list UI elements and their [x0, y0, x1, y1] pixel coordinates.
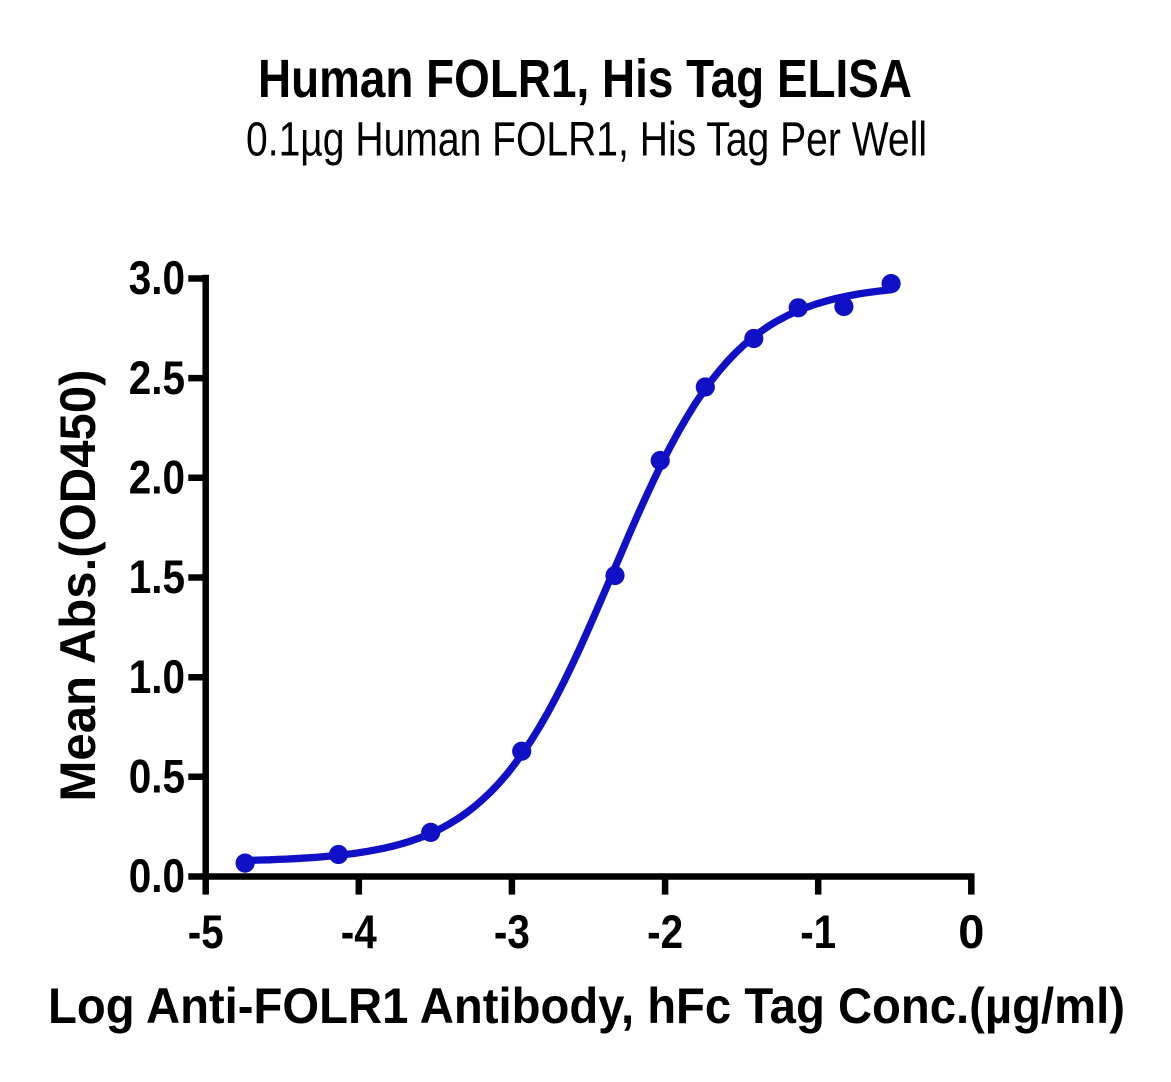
- svg-text:2.0: 2.0: [129, 450, 185, 503]
- svg-text:0.1µg Human FOLR1, His Tag Per: 0.1µg Human FOLR1, His Tag Per Well: [246, 113, 927, 166]
- svg-text:Human FOLR1, His Tag ELISA: Human FOLR1, His Tag ELISA: [258, 49, 912, 109]
- svg-text:Mean Abs.(OD450): Mean Abs.(OD450): [50, 370, 106, 802]
- svg-text:-3: -3: [494, 905, 530, 958]
- svg-text:-5: -5: [188, 905, 224, 958]
- svg-text:Log Anti-FOLR1 Antibody, hFc T: Log Anti-FOLR1 Antibody, hFc Tag Conc.(µ…: [48, 978, 1125, 1034]
- svg-text:1.0: 1.0: [129, 650, 185, 703]
- svg-text:-2: -2: [647, 905, 683, 958]
- svg-text:0.5: 0.5: [129, 749, 185, 802]
- svg-text:-1: -1: [800, 905, 836, 958]
- svg-text:2.5: 2.5: [129, 351, 185, 404]
- svg-text:3.0: 3.0: [129, 251, 185, 304]
- svg-text:1.5: 1.5: [129, 550, 185, 603]
- svg-text:0.0: 0.0: [129, 849, 185, 902]
- svg-text:-4: -4: [341, 905, 377, 958]
- svg-text:0: 0: [958, 905, 984, 958]
